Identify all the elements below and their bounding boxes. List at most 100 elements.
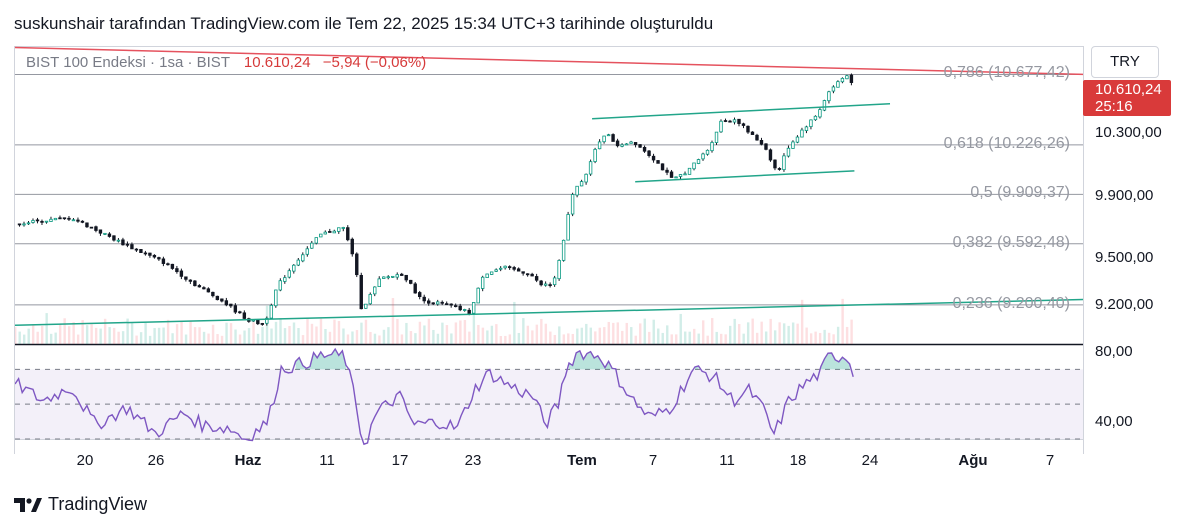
candle-body (391, 275, 395, 278)
volume-bar (117, 331, 120, 344)
candle-body (296, 259, 301, 266)
volume-bar (238, 334, 242, 344)
candle-body (813, 115, 818, 121)
candle-body (274, 289, 278, 307)
footer-brand[interactable]: TradingView (14, 494, 147, 515)
candle-body (836, 81, 840, 88)
chart-panel[interactable] (14, 46, 1084, 454)
candle-body (224, 300, 229, 306)
candle-body (818, 109, 822, 118)
volume-bar (45, 313, 48, 344)
volume-bar (517, 332, 521, 344)
volume-bar (657, 328, 660, 344)
time-axis-tick-label: 11 (319, 452, 335, 469)
volume-bar (616, 322, 619, 344)
candle-body (184, 276, 188, 280)
candle-body (71, 219, 76, 222)
candle-body (728, 120, 732, 123)
volume-bar (728, 325, 732, 344)
candle-body (166, 263, 170, 266)
candle-body (503, 265, 507, 269)
bar-countdown: 25:16 (1095, 98, 1133, 115)
rsi-overbought-fill (569, 350, 616, 370)
candle-body (552, 277, 557, 286)
volume-bar (553, 334, 557, 344)
volume-bar (153, 328, 156, 344)
volume-bar (396, 318, 399, 344)
volume-bar (481, 327, 485, 344)
candle-body (602, 135, 606, 143)
volume-bar (130, 322, 134, 344)
volume-bar (144, 322, 147, 344)
volume-bar (108, 327, 111, 344)
volume-bar (742, 333, 745, 344)
time-axis-tick-label: Haz (234, 452, 262, 469)
candle-body (588, 161, 593, 175)
volume-bar (148, 335, 152, 344)
candle-body (525, 273, 530, 276)
candle-body (440, 301, 444, 304)
volume-bar (612, 322, 615, 344)
candle-body (368, 294, 372, 305)
volume-bar (472, 307, 476, 344)
candle-body (427, 300, 431, 304)
candle-body (624, 143, 629, 146)
candle-body (741, 123, 746, 126)
candle-body (26, 222, 31, 225)
candle-body (642, 146, 647, 152)
candle-body (795, 136, 800, 143)
candle-body (179, 270, 184, 277)
candle-body (413, 283, 417, 294)
volume-bar (513, 301, 516, 344)
volume-bar (549, 331, 552, 344)
volume-bar (544, 323, 548, 344)
volume-bar (189, 321, 192, 344)
candle-body (462, 309, 467, 311)
volume-bar (508, 334, 512, 344)
symbol-change: −5,94 (−0,06%) (322, 54, 427, 71)
candle-body (530, 273, 534, 277)
chart-svg[interactable] (15, 46, 1083, 454)
volume-bar (270, 328, 273, 344)
symbol-legend[interactable]: BIST 100 Endeksi · 1sa · BIST 10.610,24 … (26, 54, 426, 71)
candle-body (485, 273, 489, 278)
candle-body (31, 220, 35, 223)
candle-body (764, 143, 768, 150)
rsi-overbought-fill (820, 353, 850, 370)
volume-bar (711, 318, 714, 344)
last-price-tag: 10.610,24 25:16 (1083, 80, 1171, 116)
volume-bar (693, 328, 696, 344)
volume-bar (522, 318, 525, 344)
candle-body (579, 181, 584, 187)
candle-body (827, 91, 831, 102)
candle-body (328, 231, 332, 233)
volume-bar (800, 299, 804, 344)
time-axis-tick-label: 20 (76, 452, 94, 469)
volume-bar (198, 327, 201, 344)
time-axis-tick-label: 17 (391, 452, 409, 469)
candle-body (175, 268, 179, 273)
candle-body (229, 303, 233, 307)
volume-bar (324, 328, 327, 344)
volume-bar (666, 325, 669, 344)
candle-body (512, 267, 516, 270)
currency-selector[interactable]: TRY (1091, 46, 1159, 78)
volume-bar (643, 318, 646, 344)
volume-bar (346, 334, 350, 344)
volume-bar (445, 325, 449, 344)
volume-bar (81, 320, 84, 344)
candle-body (656, 160, 660, 164)
candle-body (395, 274, 399, 278)
candle-body (615, 140, 620, 147)
volume-bar (634, 335, 637, 344)
volume-bar (72, 322, 75, 344)
volume-bar (193, 327, 197, 344)
candle-body (436, 301, 440, 305)
volume-bar (279, 318, 282, 344)
volume-bar (58, 323, 62, 344)
volume-bar (441, 322, 444, 344)
candle-body (561, 239, 566, 261)
volume-bar (85, 325, 89, 344)
volume-bar (737, 324, 741, 344)
volume-bar (468, 331, 471, 344)
